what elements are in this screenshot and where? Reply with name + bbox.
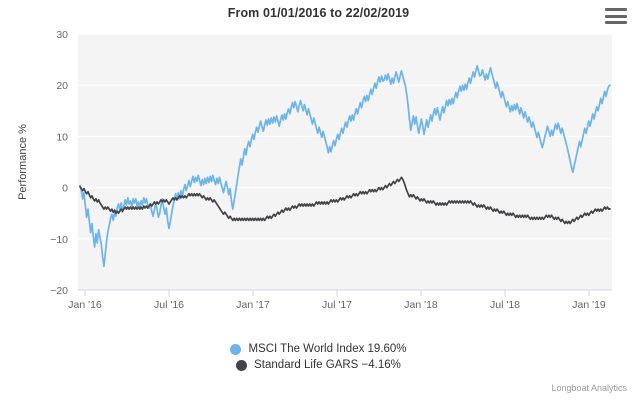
legend-item-gars[interactable]: Standard Life GARS −4.16% <box>236 358 401 373</box>
chart-legend: MSCI The World Index 19.60% Standard Lif… <box>0 342 637 373</box>
credit-link[interactable]: Longboat Analytics <box>551 383 627 393</box>
svg-text:−20: −20 <box>50 285 68 297</box>
menu-bar-1 <box>605 8 627 11</box>
data-series-group <box>79 64 611 268</box>
legend-label-gars: Standard Life GARS −4.16% <box>254 359 401 371</box>
svg-text:Jan '18: Jan '18 <box>404 299 438 311</box>
svg-text:Jul '18: Jul '18 <box>490 299 520 311</box>
y-axis-title: Performance % <box>17 124 29 200</box>
menu-bar-2 <box>605 14 627 18</box>
gridlines <box>78 33 612 240</box>
svg-text:0: 0 <box>62 183 68 195</box>
series-line-0 <box>79 64 611 268</box>
legend-item-msci[interactable]: MSCI The World Index 19.60% <box>230 342 407 357</box>
svg-text:Jan '19: Jan '19 <box>572 299 606 311</box>
svg-text:10: 10 <box>56 131 68 143</box>
hamburger-menu-icon[interactable] <box>605 7 627 25</box>
svg-text:−10: −10 <box>50 234 68 246</box>
svg-text:Jan '17: Jan '17 <box>236 299 270 311</box>
svg-text:Jan '16: Jan '16 <box>68 299 102 311</box>
legend-marker-msci <box>230 344 242 355</box>
x-axis-tick-labels: Jan '16 Jul '16 Jan '17 Jul '17 Jan '18 Jul '… <box>68 299 606 311</box>
legend-marker-gars <box>236 360 248 371</box>
chart-title: From 01/01/2016 to 22/02/2019 <box>227 6 410 20</box>
legend-label-msci: MSCI The World Index 19.60% <box>248 343 407 355</box>
plot-area-background <box>78 34 612 290</box>
svg-text:Jul '17: Jul '17 <box>322 299 352 311</box>
svg-text:Jul '16: Jul '16 <box>154 299 184 311</box>
series-line-1 <box>79 176 611 225</box>
svg-text:20: 20 <box>56 80 68 92</box>
menu-bar-3 <box>605 21 627 24</box>
y-axis-tick-labels: −20 −10 0 10 20 30 <box>50 29 68 297</box>
axis-lines <box>78 289 612 296</box>
svg-text:30: 30 <box>56 29 68 41</box>
